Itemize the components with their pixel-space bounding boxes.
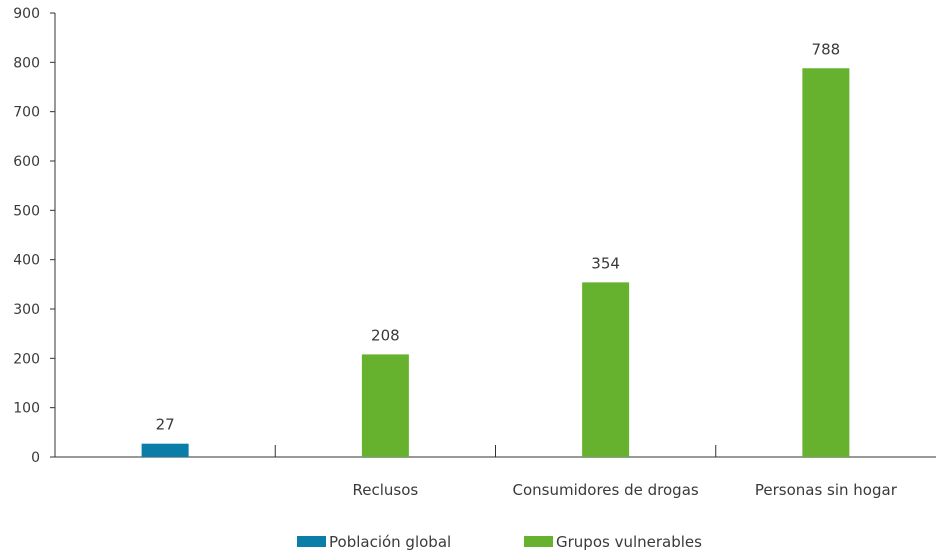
bar bbox=[582, 282, 630, 457]
bar-value-label: 788 bbox=[812, 40, 841, 58]
y-tick-label: 200 bbox=[13, 351, 40, 367]
y-tick-label: 300 bbox=[13, 302, 40, 318]
x-category-label: Personas sin hogar bbox=[755, 481, 898, 499]
legend: Población global Grupos vulnerables bbox=[297, 533, 702, 551]
y-axis: 0 100 200 300 400 500 600 700 800 900 bbox=[13, 6, 56, 466]
legend-label: Grupos vulnerables bbox=[556, 533, 702, 551]
x-axis: Reclusos Consumidores de drogas Personas s… bbox=[55, 445, 936, 499]
y-tick-label: 900 bbox=[13, 6, 40, 22]
y-tick-label: 0 bbox=[31, 450, 40, 466]
bar bbox=[141, 443, 189, 457]
bar-value-label: 354 bbox=[591, 254, 620, 272]
y-tick-label: 100 bbox=[13, 401, 40, 417]
y-tick-label: 700 bbox=[13, 105, 40, 121]
y-tick-label: 500 bbox=[13, 203, 40, 219]
bar-value-label: 208 bbox=[371, 326, 400, 344]
bar-value-label: 27 bbox=[156, 416, 175, 434]
y-tick-label: 400 bbox=[13, 253, 40, 269]
x-category-label: Reclusos bbox=[353, 481, 419, 499]
x-category-label: Consumidores de drogas bbox=[513, 481, 699, 499]
bars: 27 208 354 788 bbox=[141, 40, 850, 458]
legend-swatch bbox=[524, 536, 553, 547]
bar bbox=[802, 68, 850, 458]
legend-swatch bbox=[297, 536, 326, 547]
legend-label: Población global bbox=[329, 533, 451, 551]
y-tick-label: 800 bbox=[13, 55, 40, 71]
y-tick-label: 600 bbox=[13, 154, 40, 170]
bar bbox=[361, 354, 409, 457]
